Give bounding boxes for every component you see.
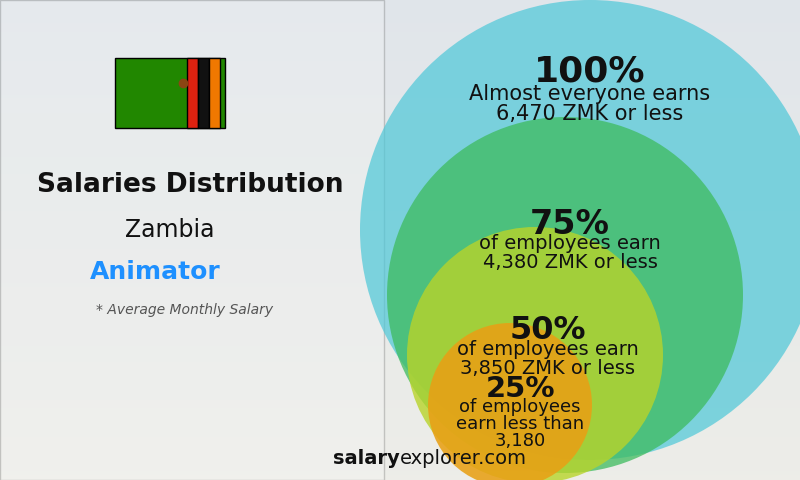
- Text: of employees earn: of employees earn: [479, 234, 661, 253]
- FancyBboxPatch shape: [0, 0, 384, 480]
- Text: 6,470 ZMK or less: 6,470 ZMK or less: [496, 104, 684, 124]
- Circle shape: [428, 323, 592, 480]
- Text: Animator: Animator: [90, 260, 220, 284]
- Text: 25%: 25%: [486, 375, 554, 403]
- Text: 50%: 50%: [510, 315, 586, 346]
- Text: salary: salary: [334, 448, 400, 468]
- Text: Zambia: Zambia: [126, 218, 214, 242]
- Text: Almost everyone earns: Almost everyone earns: [470, 84, 710, 104]
- Text: 3,850 ZMK or less: 3,850 ZMK or less: [461, 360, 635, 378]
- FancyBboxPatch shape: [115, 58, 225, 128]
- Text: explorer.com: explorer.com: [400, 448, 527, 468]
- Text: 3,180: 3,180: [494, 432, 546, 450]
- Text: * Average Monthly Salary: * Average Monthly Salary: [97, 303, 274, 317]
- FancyBboxPatch shape: [198, 58, 209, 128]
- Text: of employees: of employees: [459, 398, 581, 416]
- Text: 100%: 100%: [534, 55, 646, 89]
- Text: of employees earn: of employees earn: [457, 340, 639, 360]
- Circle shape: [360, 0, 800, 460]
- Circle shape: [407, 227, 663, 480]
- Text: 4,380 ZMK or less: 4,380 ZMK or less: [482, 253, 658, 273]
- Text: 75%: 75%: [530, 208, 610, 241]
- FancyBboxPatch shape: [209, 58, 219, 128]
- Text: earn less than: earn less than: [456, 415, 584, 433]
- Circle shape: [387, 117, 743, 473]
- Text: Salaries Distribution: Salaries Distribution: [37, 172, 343, 198]
- FancyBboxPatch shape: [186, 58, 198, 128]
